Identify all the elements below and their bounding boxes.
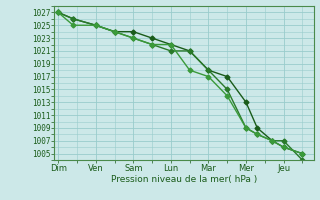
X-axis label: Pression niveau de la mer( hPa ): Pression niveau de la mer( hPa ) [111, 175, 257, 184]
